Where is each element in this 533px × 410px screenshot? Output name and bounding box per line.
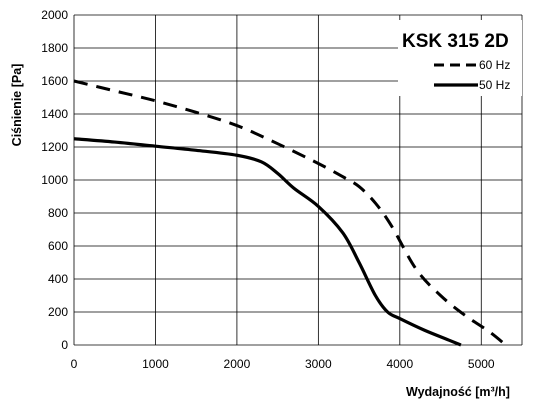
x-axis-title: Wydajność [m³/h]: [406, 385, 510, 399]
y-tick-label: 1000: [41, 173, 68, 187]
y-tick-label: 1600: [41, 74, 68, 88]
y-tick-label: 800: [48, 206, 68, 220]
series-line-50hz: [73, 137, 462, 347]
y-tick-label: 2000: [41, 8, 68, 22]
y-tick-label: 600: [48, 239, 68, 253]
legend-label-60hz: 60 Hz: [479, 58, 510, 72]
y-tick-label: 1400: [41, 107, 68, 121]
x-tick-label: 1000: [142, 357, 169, 371]
x-tick-label: 5000: [468, 357, 495, 371]
y-tick-label: 0: [61, 338, 68, 352]
legend-label-50hz: 50 Hz: [479, 78, 510, 92]
x-tick-label: 0: [71, 357, 78, 371]
series-layer: [73, 79, 507, 347]
x-tick-label: 3000: [305, 357, 332, 371]
chart-title: KSK 315 2D: [402, 31, 509, 52]
x-tick-label: 2000: [224, 357, 251, 371]
y-tick-label: 400: [48, 272, 68, 286]
y-tick-label: 1200: [41, 140, 68, 154]
y-tick-label: 200: [48, 305, 68, 319]
x-tick-label: 4000: [386, 357, 413, 371]
axes: 0 200 400 600 800 1000 1200 1400 1600 1800 2000 0 10…: [41, 8, 495, 371]
title-box: [398, 20, 522, 96]
y-tick-label: 1800: [41, 41, 68, 55]
series-line-60hz: [73, 79, 507, 347]
y-axis-title: Ciśnienie [Pa]: [10, 64, 24, 147]
